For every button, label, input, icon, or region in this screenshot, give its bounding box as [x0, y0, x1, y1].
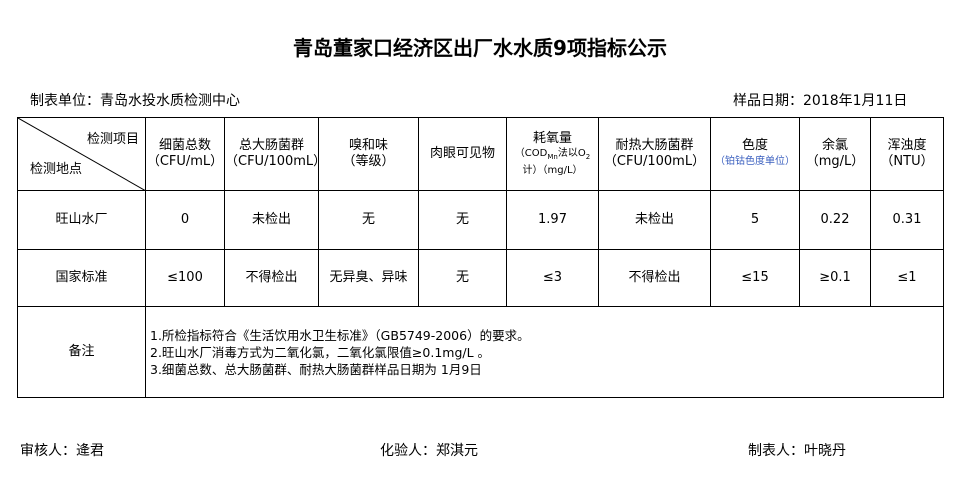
corner-top-label: 检测项目 — [86, 132, 139, 147]
tester: 化验人：郑淇元 — [380, 443, 478, 459]
cell-value: 0 — [145, 190, 225, 250]
notes-content: 1.所检指标符合《生活饮用水卫生标准》（GB5749-2006）的要求。 2.旺山… — [145, 306, 944, 398]
table-row: 旺山水厂 0 未检出无无 1.97 未检出 5 0.22 0.31 — [17, 190, 944, 250]
cell-value: 无 — [318, 190, 419, 250]
notes-label: 备注 — [17, 306, 146, 398]
water-quality-table: 检测项目 检测地点 细菌总数 （CFU/mL） 总大肠菌群 （CFU/100mL） … — [17, 117, 944, 398]
corner-bottom-label: 检测地点 — [30, 162, 83, 177]
cell-value: ≤3 — [506, 249, 599, 307]
col-header: 余氯 （mg/L） — [799, 117, 871, 191]
cell-value: ≤15 — [710, 249, 800, 307]
cell-value: 未检出 — [598, 190, 711, 250]
unit-label: 制表单位：青岛水投水质检测中心 — [30, 93, 240, 109]
col-header: 嗅和味 （等级） — [318, 117, 419, 191]
cell-value: 无 — [418, 190, 507, 250]
col-header: 肉眼可见物 — [418, 117, 507, 191]
cell-value: 0.31 — [870, 190, 944, 250]
page-title: 青岛董家口经济区出厂水水质9项指标公示 — [293, 36, 667, 60]
cell-value: 1.97 — [506, 190, 599, 250]
sample-date: 样品日期：2018年1月11日 — [733, 93, 908, 109]
row-name: 国家标准 — [17, 249, 146, 307]
col-header: 色度 （铂钴色度单位） — [710, 117, 800, 191]
corner-cell: 检测项目 检测地点 — [17, 117, 146, 191]
row-name: 旺山水厂 — [17, 190, 146, 250]
col-header: 细菌总数 （CFU/mL） — [145, 117, 225, 191]
notes-row: 备注 1.所检指标符合《生活饮用水卫生标准》（GB5749-2006）的要求。 2… — [17, 306, 944, 398]
table-row: 国家标准 ≤100 不得检出 无异臭、异味无 ≤3 不得检出 ≤15 ≥0.1 ≤1 — [17, 249, 944, 307]
cell-value: 不得检出 — [224, 249, 319, 307]
cell-value: 未检出 — [224, 190, 319, 250]
cell-value: ≥0.1 — [799, 249, 871, 307]
cell-value: ≤1 — [870, 249, 944, 307]
cell-value: 0.22 — [799, 190, 871, 250]
col-header: 耗氧量 （CODMn法以O2 计）（mg/L） — [506, 117, 599, 191]
cell-value: 5 — [710, 190, 800, 250]
reviewer: 审核人：逄君 — [20, 443, 104, 459]
header-row: 检测项目 检测地点 细菌总数 （CFU/mL） 总大肠菌群 （CFU/100mL） … — [17, 117, 944, 191]
col-header: 浑浊度 （NTU） — [870, 117, 944, 191]
col-header: 耐热大肠菌群 （CFU/100mL） — [598, 117, 711, 191]
cell-value: 无异臭、异味 — [318, 249, 419, 307]
cell-value: 无 — [418, 249, 507, 307]
cell-value: 不得检出 — [598, 249, 711, 307]
maker: 制表人：叶晓丹 — [748, 443, 846, 459]
cell-value: ≤100 — [145, 249, 225, 307]
col-header: 总大肠菌群 （CFU/100mL） — [224, 117, 326, 191]
